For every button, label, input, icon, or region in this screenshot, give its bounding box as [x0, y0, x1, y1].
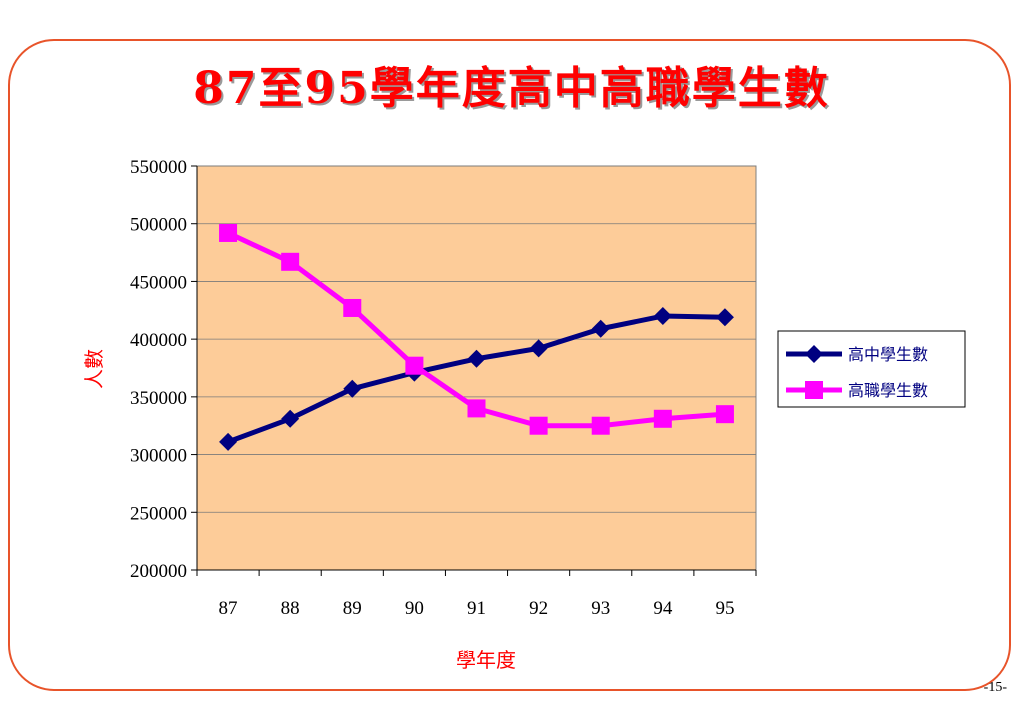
x-tick-label: 87: [219, 598, 238, 619]
data-point: [591, 319, 610, 338]
data-point: [715, 405, 734, 424]
x-tick-label: 92: [529, 598, 548, 619]
x-tick-label: 90: [405, 598, 424, 619]
data-point: [591, 416, 610, 435]
x-tick-label: 89: [343, 598, 362, 619]
data-point: [405, 356, 424, 375]
data-point: [715, 308, 734, 327]
data-point: [281, 252, 300, 271]
y-tick-label: 550000: [130, 157, 187, 178]
y-tick-label: 500000: [130, 215, 187, 236]
legend-swatch-marker: [805, 381, 823, 399]
x-tick-label: 88: [281, 598, 300, 619]
data-point: [467, 349, 486, 368]
x-tick-label: 95: [715, 598, 734, 619]
x-tick-label: 94: [653, 598, 673, 619]
data-point: [653, 409, 672, 428]
data-point: [529, 339, 548, 358]
y-tick-label: 300000: [130, 446, 187, 467]
y-tick-label: 400000: [130, 330, 187, 351]
x-axis-title: 學年度: [456, 648, 516, 672]
legend-entry-label: 高中學生數: [848, 345, 928, 364]
plot-area: [196, 165, 757, 571]
data-point: [343, 298, 362, 317]
y-tick-label: 200000: [130, 561, 187, 582]
data-point: [343, 379, 362, 398]
page-number: -15-: [983, 680, 1007, 695]
data-point: [467, 399, 486, 418]
y-axis-title: 人數: [82, 349, 106, 389]
data-point: [653, 307, 672, 326]
data-point: [219, 223, 238, 242]
slide-frame: [8, 39, 1011, 691]
legend-entry-label: 高職學生數: [848, 381, 928, 400]
y-tick-label: 250000: [130, 503, 187, 524]
y-tick-label: 350000: [130, 388, 187, 409]
y-tick-label: 450000: [130, 272, 187, 293]
x-tick-label: 91: [467, 598, 486, 619]
data-point: [219, 432, 238, 451]
data-point: [281, 409, 300, 428]
x-tick-label: 93: [591, 598, 610, 619]
chart-title: 87至95學年度高中高職學生數: [193, 63, 830, 114]
data-point: [529, 416, 548, 435]
legend-swatch-marker: [805, 345, 823, 363]
